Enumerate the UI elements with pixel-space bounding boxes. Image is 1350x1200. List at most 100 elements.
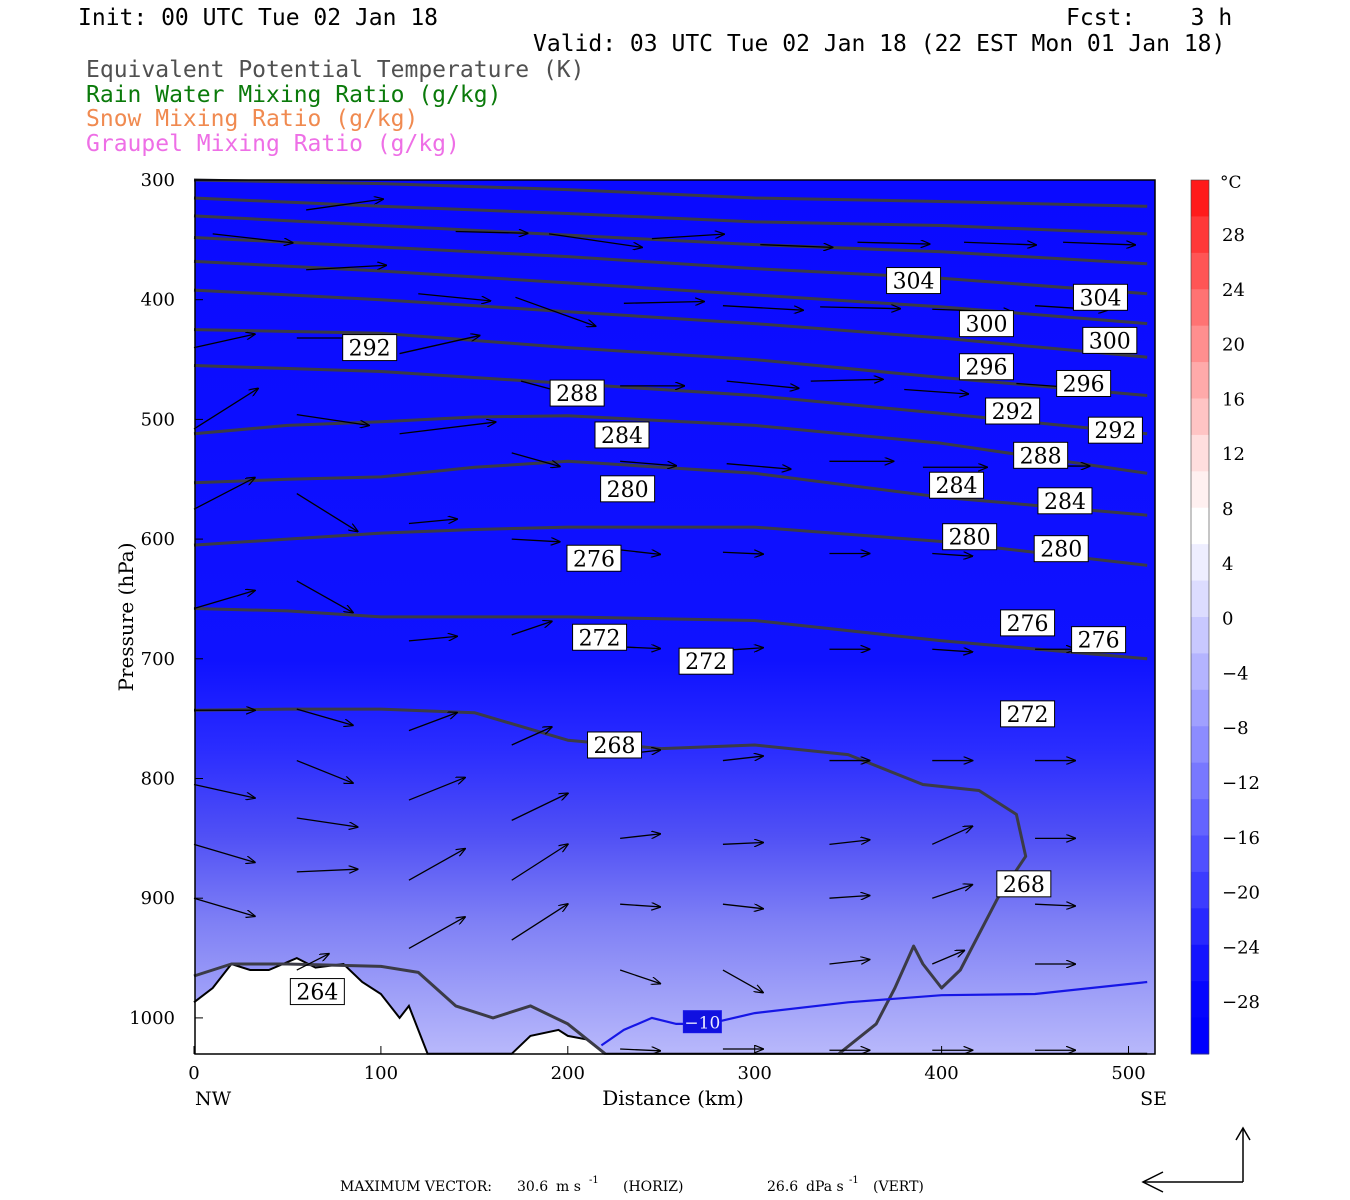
colorbar-tick-10: −12 <box>1222 773 1260 794</box>
wind-vector-26 <box>193 388 258 430</box>
theta-e-contour-1 <box>193 196 1148 236</box>
theta-e-contour-4 <box>193 259 1148 326</box>
theta-e-label-18: 276 <box>1007 612 1049 637</box>
theta-e-label-8: 292 <box>1094 419 1136 444</box>
colorbar-band-13 <box>1191 653 1209 691</box>
vert-max-tag: (VERT) <box>873 1179 924 1195</box>
forecast-hour-label: Fcst: 3 h <box>1066 5 1233 31</box>
wind-vector-89 <box>296 954 329 971</box>
wind-vector-29 <box>511 452 560 467</box>
wind-vector-51 <box>932 649 972 652</box>
theta-e-label-14: 280 <box>607 478 649 503</box>
wind-vector-13 <box>722 305 803 311</box>
colorbar-band-12 <box>1191 617 1209 654</box>
theta-e-label-box-9 <box>549 379 605 407</box>
theta-e-contour-5 <box>193 288 1148 359</box>
wind-vector-1 <box>455 231 528 233</box>
theta-e-label-19: 276 <box>1078 629 1120 654</box>
colorbar-frame <box>1190 179 1210 1055</box>
wind-vector-35 <box>193 478 255 510</box>
x-tick-label-0: 0 <box>188 1063 199 1084</box>
theta-e-label-24: 268 <box>1003 873 1045 898</box>
theta-e-label-box-20 <box>572 623 628 651</box>
terrain-mask <box>194 958 1155 1054</box>
colorbar-tick-13: −24 <box>1222 937 1260 958</box>
theta-e-label-box-11 <box>594 421 650 449</box>
wind-vector-84 <box>619 969 660 984</box>
theta-e-contour-10 <box>193 525 1148 567</box>
colorbar: °C 28 24 20 16 12 8 4 0 −4 −8 −12 −16 −20 −24 −28 <box>1190 173 1260 1055</box>
wind-vector-63 <box>296 759 353 784</box>
y-tick-label-700: 700 <box>141 649 175 670</box>
colorbar-band-10 <box>1191 544 1209 582</box>
wind-vector-30 <box>620 460 676 466</box>
colorbar-band-8 <box>1191 471 1209 509</box>
theta-e-contour-9 <box>193 459 1148 517</box>
wind-vector-0 <box>306 199 383 211</box>
reference-arrow-horizontal-head <box>1141 1171 1164 1193</box>
wind-vector-42 <box>932 553 972 556</box>
theta-e-contour-0 <box>193 178 1148 208</box>
wind-vector-5 <box>857 242 929 244</box>
wind-vector-22 <box>726 380 799 388</box>
theta-e-label-11: 284 <box>601 424 643 449</box>
wind-vector-76 <box>722 903 763 909</box>
x-end-label-se: SE <box>1140 1088 1167 1110</box>
theta-e-label-1: 304 <box>1079 286 1121 311</box>
max-vector-footer: MAXIMUM VECTOR: 30.6 m s -1 (HORIZ) 26.6… <box>340 1175 924 1195</box>
theta-e-label-box-5 <box>1056 369 1112 397</box>
wind-vector-86 <box>829 960 869 965</box>
horiz-max-exp: -1 <box>589 1175 599 1186</box>
wind-vector-90 <box>620 1049 660 1051</box>
theta-e-label-13: 284 <box>1044 490 1086 515</box>
legend-graupel: Graupel Mixing Ratio (g/kg) <box>86 131 460 157</box>
wind-vector-27 <box>296 413 369 426</box>
x-tick-label-400: 400 <box>924 1063 958 1084</box>
x-tick-label-500: 500 <box>1111 1063 1145 1084</box>
theta-e-label-box-21 <box>678 647 734 675</box>
wind-vector-79 <box>1035 904 1075 906</box>
wind-vector-87 <box>932 951 964 965</box>
theta-e-label-box-15 <box>942 523 998 551</box>
axes: 300 400 500 600 700 800 900 1000 0 100 200 300 400 50… <box>114 170 1167 1110</box>
wind-vector-23 <box>810 379 883 381</box>
theta-e-label-box-22 <box>1000 700 1056 728</box>
theta-e-label-7: 292 <box>992 400 1034 425</box>
wind-vector-44 <box>193 591 255 610</box>
wind-vector-9 <box>306 265 386 271</box>
x-axis-title: Distance (km) <box>602 1086 744 1110</box>
wind-vector-62 <box>193 783 255 798</box>
colorbar-tick-3: 16 <box>1222 389 1245 410</box>
theta-e-contour-7 <box>193 364 1148 436</box>
colorbar-band-1 <box>1191 216 1209 254</box>
theta-e-label-box-8 <box>1087 416 1143 444</box>
legend-theta-e: Equivalent Potential Temperature (K) <box>86 57 585 83</box>
colorbar-band-6 <box>1191 398 1209 436</box>
plot-area: −103043043003002962962922922922882882842… <box>193 178 1155 1055</box>
wind-vector-12 <box>623 301 704 303</box>
vert-max-value: 26.6 <box>767 1179 798 1195</box>
wind-vector-81 <box>296 869 358 872</box>
wind-vector-37 <box>408 519 457 525</box>
wind-vector-36 <box>296 493 358 532</box>
wind-vector-56 <box>511 727 552 746</box>
theta-e-label-15: 280 <box>949 526 991 551</box>
theta-e-label-box-1 <box>1072 283 1128 311</box>
theta-e-label-box-18 <box>1000 609 1056 637</box>
colorbar-band-2 <box>1191 252 1209 290</box>
colorbar-band-18 <box>1191 835 1209 873</box>
theta-e-label-6: 292 <box>349 337 391 362</box>
wind-vector-58 <box>722 756 763 762</box>
theta-e-label-box-25 <box>289 978 345 1006</box>
wind-vector-78 <box>932 885 972 899</box>
theta-e-label-12: 284 <box>936 474 978 499</box>
y-tick-label-300: 300 <box>141 170 175 191</box>
horiz-max-units: m s <box>556 1179 581 1195</box>
max-vector-label: MAXIMUM VECTOR: <box>340 1179 492 1195</box>
y-tick-label-800: 800 <box>141 769 175 790</box>
colorbar-tick-9: −8 <box>1222 718 1249 739</box>
colorbar-band-16 <box>1191 762 1209 800</box>
theta-e-label-21: 272 <box>685 650 727 675</box>
wind-vector-10 <box>418 293 490 301</box>
colorbar-tick-2: 20 <box>1222 335 1245 356</box>
